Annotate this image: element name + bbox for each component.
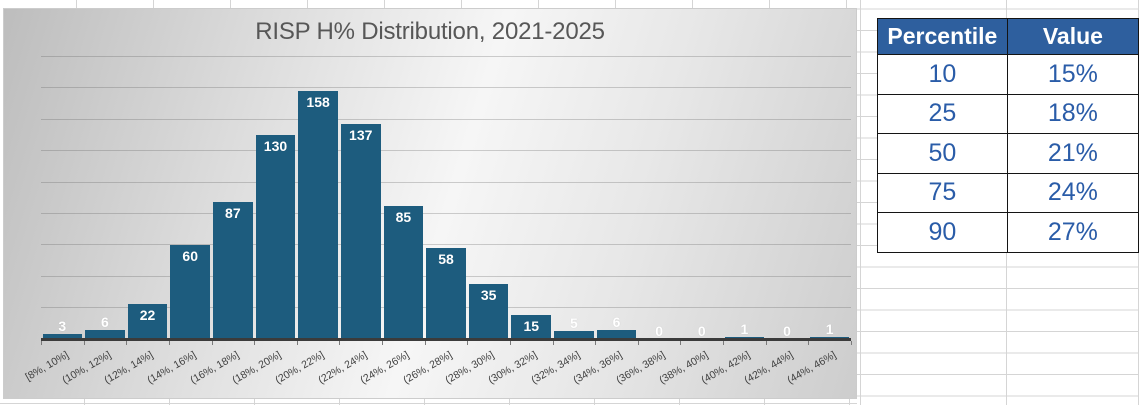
x-axis-tick: [211, 341, 213, 345]
bar-(24%, 26%][interactable]: [383, 205, 424, 339]
bar-(10%, 12%][interactable]: [85, 329, 125, 339]
bar-(14%, 16%][interactable]: [170, 244, 211, 339]
bar-(30%, 32%][interactable]: [511, 315, 552, 339]
bar-value-label: 60: [182, 247, 198, 264]
x-axis-tick: [851, 341, 852, 345]
bar-value-label: 5: [569, 315, 578, 332]
bar-(16%, 18%][interactable]: [213, 202, 253, 339]
x-axis-tick: [765, 341, 767, 345]
bar-(20%, 22%][interactable]: [298, 91, 338, 339]
table-cell[interactable]: 50: [877, 133, 1008, 174]
x-axis-tick: [126, 341, 128, 345]
chart-gridline: [41, 150, 851, 152]
x-axis-tick: [595, 341, 597, 345]
table-cell[interactable]: 75: [877, 172, 1008, 213]
bar-value-label: 1: [825, 321, 834, 338]
bar-value-label: 6: [101, 313, 109, 330]
bar-(26%, 28%][interactable]: [426, 247, 466, 339]
x-axis-tick: [509, 341, 511, 345]
bar-(12%, 14%][interactable]: [127, 304, 168, 339]
bar-value-label: 87: [225, 205, 241, 222]
chart-gridline: [41, 87, 851, 89]
bar-(22%, 24%][interactable]: [340, 123, 381, 339]
x-axis-tick: [339, 341, 341, 345]
chart-gridline: [41, 212, 851, 214]
bar-value-label: 15: [523, 318, 540, 335]
x-axis-tick: [680, 341, 682, 345]
bar-value-label: 0: [655, 323, 664, 339]
bar-(32%, 34%][interactable]: [554, 331, 594, 339]
sheet-gridline-row: [0, 403, 857, 404]
table-cell[interactable]: 10: [877, 54, 1008, 95]
x-axis-line: [41, 338, 851, 341]
x-axis-tick: [296, 341, 298, 345]
x-axis-tick: [637, 341, 639, 345]
table-cell[interactable]: 21%: [1006, 133, 1139, 174]
x-axis-tick: [168, 341, 170, 345]
table-cell[interactable]: 25: [877, 93, 1008, 134]
table-cell[interactable]: 15%: [1006, 54, 1139, 95]
x-axis-tick: [83, 341, 85, 345]
table-row: 25 18%: [877, 93, 1139, 134]
plot-area: 3 6 22 60 87 130 158 137 85 58 35 15 5 6 0 0 1 0 1 [8%, 10%…: [23, 9, 852, 400]
bar-value-label: 35: [480, 287, 497, 304]
bar-value-label: 85: [395, 208, 412, 225]
chart-gridline: [41, 181, 851, 183]
table-header-cell-value[interactable]: Value: [1006, 18, 1139, 55]
bar-value-label: 0: [697, 323, 706, 339]
x-axis-tick: [254, 341, 256, 345]
chart-gridline: [41, 118, 851, 120]
bar-(18%, 20%][interactable]: [255, 134, 296, 339]
table-header-row: Percentile Value: [877, 18, 1139, 55]
table-row: 75 24%: [877, 172, 1139, 213]
bar-(28%, 30%][interactable]: [468, 284, 509, 339]
bar-[8%, 10%][interactable]: [42, 334, 83, 339]
table-cell[interactable]: 27%: [1006, 212, 1139, 253]
chart-gridline: [41, 55, 851, 57]
bar-value-label: 6: [612, 313, 621, 330]
bar-value-label: 1: [740, 321, 749, 338]
chart-area[interactable]: RISP H% Distribution, 2021-2025 3 6 22 60 87…: [3, 8, 857, 399]
bar-value-label: 130: [263, 137, 288, 154]
x-axis-tick: [424, 341, 426, 345]
bar-(34%, 36%][interactable]: [596, 329, 637, 339]
bar-value-label: 158: [306, 94, 330, 110]
chart-gridline: [41, 244, 851, 246]
chart-title: RISP H% Distribution, 2021-2025: [255, 18, 605, 45]
table-cell[interactable]: 24%: [1006, 172, 1139, 213]
bar-value-label: 58: [438, 250, 454, 267]
bar-value-label: 137: [349, 126, 373, 143]
percentile-table: Percentile Value 10 15% 25 18% 50 21% 75 24% 90 27…: [877, 18, 1139, 253]
bar-value-label: 22: [139, 307, 156, 324]
sheet-column-line: [860, 0, 861, 405]
x-axis-tick: [41, 341, 42, 345]
x-axis-tick: [467, 341, 469, 345]
table-header-cell-percentile[interactable]: Percentile: [877, 18, 1008, 55]
x-axis-tick: [552, 341, 554, 345]
table-row: 90 27%: [877, 212, 1139, 253]
table-row: 50 21%: [877, 133, 1139, 174]
sheet-gridlines-top: [0, 0, 857, 8]
x-axis-tick: [382, 341, 384, 345]
table-cell[interactable]: 18%: [1006, 93, 1139, 134]
table-cell[interactable]: 90: [877, 212, 1008, 253]
bar-value-label: 3: [58, 318, 67, 335]
x-axis-tick: [723, 341, 725, 345]
bar-value-label: 0: [783, 323, 791, 339]
x-axis-tick: [808, 341, 810, 345]
table-row: 10 15%: [877, 54, 1139, 95]
